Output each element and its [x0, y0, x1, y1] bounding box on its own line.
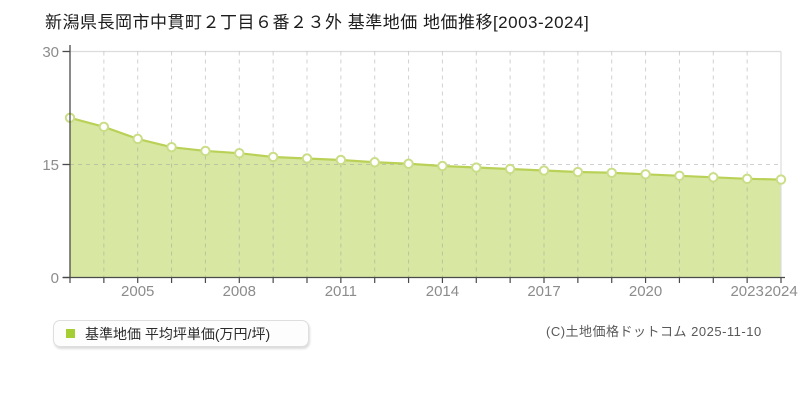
data-point [775, 174, 787, 185]
page-title: 新潟県長岡市中貫町２丁目６番２３外 基準地価 地価推移[2003-2024] [45, 13, 590, 32]
area-fill [70, 117, 781, 278]
x-tick-label: 2011 [325, 283, 357, 300]
data-point [267, 151, 279, 163]
data-point [640, 169, 651, 180]
data-point [606, 167, 617, 178]
data-point [471, 162, 482, 173]
data-point [437, 160, 448, 172]
data-point [572, 166, 584, 178]
y-tick-label: 0 [51, 270, 59, 287]
price-history-chart: 0 15 30 2005 2008 2011 2014 2017 2020 2023 2024 [42, 44, 797, 300]
x-tick-label: 2020 [629, 283, 662, 300]
y-tick-label: 15 [42, 157, 59, 174]
data-point [674, 170, 685, 182]
y-tick-label: 30 [42, 44, 59, 61]
data-point [132, 133, 143, 145]
data-point [369, 157, 380, 168]
series-line [68, 116, 783, 181]
x-tick-label: 2008 [223, 283, 256, 300]
data-point [335, 154, 347, 166]
copyright-text: (C)土地価格ドットコム 2025-11-10 [546, 324, 762, 339]
x-tick-label: 2014 [426, 283, 459, 300]
legend-marker-icon [66, 329, 75, 338]
data-point [538, 165, 550, 176]
x-tick-label: 2024 [764, 283, 797, 300]
x-tick-label: 2017 [527, 283, 560, 300]
data-point [504, 163, 516, 175]
data-point [200, 145, 211, 157]
data-point [741, 173, 753, 185]
legend: 基準地価 平均坪単価(万円/坪) [53, 320, 309, 347]
data-point [166, 141, 177, 153]
x-tick-label: 2005 [121, 283, 154, 300]
data-point [403, 158, 414, 169]
data-point [301, 153, 313, 164]
data-point [708, 172, 719, 183]
data-point [98, 121, 110, 133]
x-tick-label: 2023 [730, 283, 763, 300]
legend-label: 基準地価 平均坪単価(万円/坪) [85, 325, 271, 342]
data-point [234, 148, 245, 159]
